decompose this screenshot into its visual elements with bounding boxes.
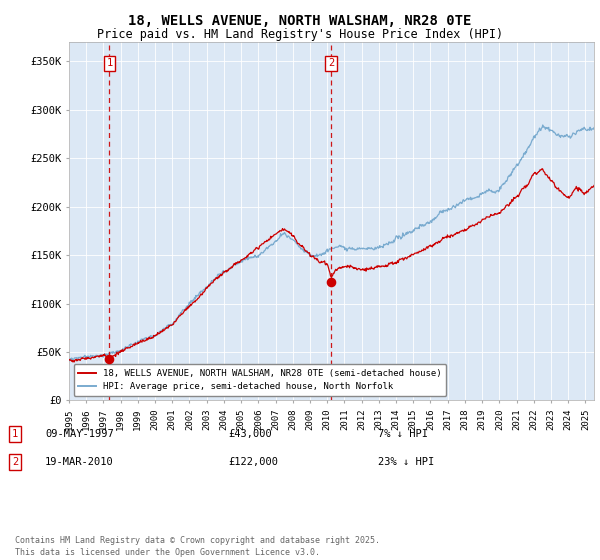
Text: Price paid vs. HM Land Registry's House Price Index (HPI): Price paid vs. HM Land Registry's House … (97, 28, 503, 41)
Text: 2: 2 (12, 457, 18, 467)
Text: £43,000: £43,000 (228, 429, 272, 439)
Text: £122,000: £122,000 (228, 457, 278, 467)
Text: 1: 1 (12, 429, 18, 439)
Point (326, 278, 336, 287)
Text: 1: 1 (106, 58, 113, 68)
Text: 23% ↓ HPI: 23% ↓ HPI (378, 457, 434, 467)
Text: 19-MAR-2010: 19-MAR-2010 (45, 457, 114, 467)
Text: 7% ↓ HPI: 7% ↓ HPI (378, 429, 428, 439)
Legend: 18, WELLS AVENUE, NORTH WALSHAM, NR28 0TE (semi-detached house), HPI: Average pr: 18, WELLS AVENUE, NORTH WALSHAM, NR28 0T… (74, 365, 446, 396)
Text: 18, WELLS AVENUE, NORTH WALSHAM, NR28 0TE: 18, WELLS AVENUE, NORTH WALSHAM, NR28 0T… (128, 14, 472, 28)
Text: 2: 2 (328, 58, 334, 68)
Text: 09-MAY-1997: 09-MAY-1997 (45, 429, 114, 439)
Point (104, 354, 114, 363)
Text: Contains HM Land Registry data © Crown copyright and database right 2025.
This d: Contains HM Land Registry data © Crown c… (15, 536, 380, 557)
